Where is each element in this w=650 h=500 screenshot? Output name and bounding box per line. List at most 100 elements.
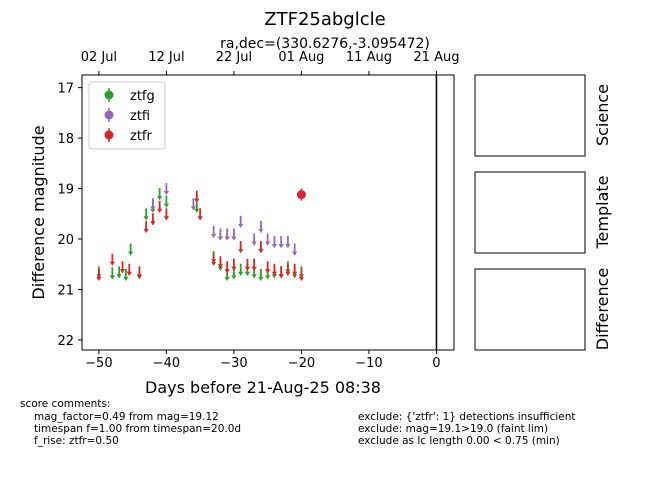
upper-limit-head	[163, 191, 169, 196]
plot-area	[81, 74, 455, 351]
top-tick-label: 21 Aug	[413, 50, 459, 65]
upper-limit-arrow	[211, 225, 217, 239]
upper-limit-arrow	[136, 266, 142, 279]
chart-title: ZTF25abglcle	[264, 9, 385, 30]
y-tick-label: 19	[57, 183, 74, 198]
upper-limit-arrow	[238, 263, 244, 276]
x-axis-label: Days before 21-Aug-25 08:38	[145, 378, 381, 397]
upper-limit-arrow	[128, 243, 134, 256]
upper-limit-arrow	[150, 213, 156, 226]
upper-limit-head	[163, 216, 169, 221]
upper-limit-arrow	[278, 236, 284, 249]
upper-limit-arrow	[150, 198, 156, 211]
upper-limit-head	[163, 203, 169, 208]
top-tick-label: 12 Jul	[148, 50, 184, 65]
detection-point	[296, 190, 306, 200]
top-tick-label: 11 Aug	[346, 50, 392, 65]
upper-limit-arrow	[116, 266, 122, 279]
y-tick-label: 17	[57, 82, 74, 97]
upper-limit-head	[244, 266, 251, 271]
x-tick-label: −10	[355, 356, 382, 371]
science-cutout	[474, 74, 586, 157]
upper-limit-head	[251, 241, 257, 246]
upper-limit-arrow	[143, 208, 149, 221]
upper-limit-head	[278, 274, 284, 279]
upper-limit-arrow	[157, 200, 163, 213]
upper-limit-arrow	[143, 220, 149, 234]
x-tick-label: −30	[220, 356, 247, 371]
upper-limit-arrow	[244, 258, 251, 271]
upper-limit-arrow	[123, 268, 129, 282]
score-comments-right: exclude: {'ztfr': 1} detections insuffic…	[358, 411, 576, 447]
comment-line: exclude: mag=19.1>19.0 (faint lim)	[358, 423, 549, 435]
upper-limit-head	[194, 198, 200, 203]
upper-limit-arrow	[258, 241, 264, 254]
upper-limit-arrow	[292, 263, 298, 276]
upper-limit-head	[238, 271, 244, 276]
upper-limit-head	[150, 221, 156, 226]
upper-limit-arrow	[96, 268, 102, 282]
template-cutout-label: Template	[593, 175, 612, 249]
upper-limit-head	[119, 269, 126, 274]
upper-limit-arrow	[238, 241, 244, 254]
upper-limit-head	[126, 271, 132, 276]
upper-limit-head	[251, 266, 257, 271]
legend-label: ztfg	[130, 89, 155, 104]
upper-limit-head	[285, 271, 291, 276]
upper-limit-head	[231, 236, 237, 241]
upper-limit-head	[251, 274, 257, 279]
top-tick-label: 01 Aug	[278, 50, 324, 65]
upper-limit-arrow	[163, 195, 169, 208]
upper-limit-head	[116, 274, 122, 279]
upper-limit-head	[224, 276, 230, 282]
upper-limit-head	[258, 249, 264, 254]
upper-limit-head	[271, 244, 278, 249]
upper-limit-head	[157, 196, 163, 201]
comment-line: timespan f=1.00 from timespan=20.0d	[34, 423, 242, 435]
upper-limit-arrow	[163, 183, 169, 196]
score-comments-left: mag_factor=0.49 from mag=19.12 timespan …	[34, 411, 241, 447]
comment-line: exclude: {'ztfr': 1} detections insuffic…	[358, 411, 576, 423]
science-cutout-label: Science	[593, 84, 612, 146]
upper-limit-head	[128, 251, 134, 256]
upper-limit-head	[190, 206, 196, 211]
upper-limit-arrow	[157, 188, 163, 201]
y-tick-label: 22	[57, 334, 74, 349]
upper-limit-head	[150, 206, 156, 211]
upper-limit-head	[109, 261, 115, 266]
upper-limit-head	[194, 208, 200, 213]
upper-limit-arrow	[265, 233, 271, 246]
upper-limit-head	[157, 208, 163, 213]
upper-limit-head	[258, 276, 264, 282]
upper-limit-head	[238, 249, 244, 254]
legend-marker	[104, 110, 114, 120]
upper-limit-arrow	[126, 263, 132, 276]
difference-cutout-label: Difference	[593, 268, 612, 350]
legend-marker	[104, 90, 114, 100]
top-tick-label: 22 Jul	[216, 50, 252, 65]
upper-limit-head	[217, 264, 224, 269]
upper-limit-head	[265, 269, 271, 274]
upper-limit-arrow	[251, 233, 257, 246]
upper-limit-arrow	[211, 253, 217, 266]
upper-limit-head	[217, 266, 224, 271]
x-tick-label: −50	[85, 356, 112, 371]
upper-limit-head	[217, 236, 224, 241]
upper-limit-head	[258, 228, 264, 234]
legend-marker	[104, 130, 114, 140]
upper-limit-head	[224, 236, 230, 241]
upper-limit-head	[271, 274, 278, 279]
upper-limit-head	[265, 275, 271, 280]
upper-limit-head	[292, 251, 298, 256]
upper-limit-head	[231, 266, 237, 271]
template-cutout	[474, 171, 586, 254]
upper-limit-head	[143, 216, 149, 221]
comment-line: f_rise: ztfr=0.50	[34, 435, 119, 447]
upper-limit-arrow	[251, 258, 257, 271]
upper-limit-head	[150, 208, 156, 213]
upper-limit-arrow	[258, 268, 264, 282]
upper-limit-arrow	[278, 266, 284, 279]
upper-limit-arrow	[285, 263, 291, 276]
x-tick-label: 0	[432, 356, 440, 371]
